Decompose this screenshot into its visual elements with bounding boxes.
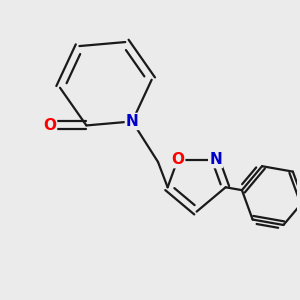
Text: O: O: [171, 152, 184, 167]
Text: N: N: [209, 152, 222, 167]
Text: N: N: [126, 114, 139, 129]
Text: O: O: [43, 118, 56, 133]
